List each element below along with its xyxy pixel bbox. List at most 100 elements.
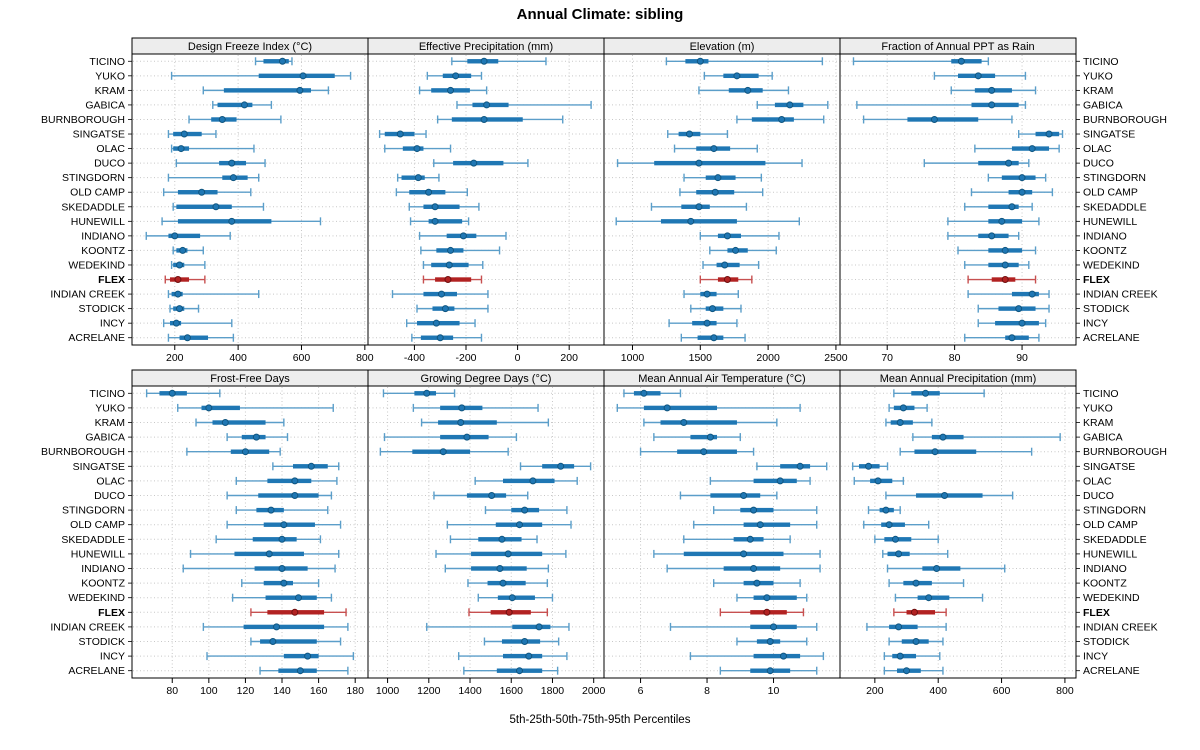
median-dot bbox=[933, 565, 941, 572]
station-label-stodick: STODICK bbox=[79, 303, 125, 315]
interval-olac bbox=[853, 476, 905, 485]
bar-25-75 bbox=[906, 610, 936, 615]
median-dot bbox=[706, 433, 714, 441]
station-label-olac: OLAC bbox=[96, 475, 125, 487]
bar-25-75 bbox=[995, 320, 1039, 326]
median-dot bbox=[710, 334, 718, 342]
x-axis: -400 -200 0 200 bbox=[404, 345, 578, 364]
bar-25-75 bbox=[217, 102, 253, 108]
median-dot bbox=[267, 506, 275, 514]
interval-flex bbox=[699, 275, 753, 284]
median-dot bbox=[1005, 159, 1013, 167]
interval-yuko bbox=[933, 71, 1027, 80]
interval-ticino bbox=[852, 57, 990, 66]
median-dot bbox=[903, 667, 911, 675]
x-tick-label: 8 bbox=[704, 685, 710, 697]
median-dot bbox=[183, 334, 191, 342]
median-dot bbox=[508, 594, 516, 602]
median-dot bbox=[299, 72, 307, 80]
x-axis: 1000 1200 1400 1600 1800 2000 bbox=[376, 678, 606, 697]
median-dot bbox=[744, 86, 752, 94]
interval-singatse bbox=[1017, 130, 1064, 139]
interval-flex bbox=[468, 608, 549, 617]
median-dot bbox=[703, 290, 711, 298]
median-dot bbox=[432, 319, 440, 327]
median-dot bbox=[488, 492, 496, 499]
interval-singatse bbox=[667, 130, 729, 139]
station-label-gabica: GABICA bbox=[85, 432, 125, 444]
median-dot bbox=[740, 492, 748, 499]
interval-stodick bbox=[416, 304, 489, 313]
median-dot bbox=[291, 492, 299, 499]
median-dot bbox=[498, 535, 506, 543]
station-label-indiano: INDIANO bbox=[1083, 230, 1127, 242]
interval-acrelane bbox=[680, 333, 746, 342]
x-tick-label: 800 bbox=[1056, 685, 1074, 697]
panel-body bbox=[131, 53, 369, 346]
x-axis: 80 100 120 140 160 180 bbox=[166, 678, 364, 697]
station-label-gabica: GABICA bbox=[1083, 432, 1123, 444]
station-label-ticino: TICINO bbox=[1083, 56, 1119, 68]
median-dot bbox=[1018, 188, 1026, 196]
bar-25-75 bbox=[453, 160, 504, 166]
interval-incy bbox=[668, 319, 738, 328]
station-label-wedekind: WEDEKIND bbox=[68, 592, 125, 604]
interval-skedaddle bbox=[874, 535, 939, 544]
interval-wedekind bbox=[894, 593, 984, 602]
interval-ticino bbox=[145, 389, 221, 398]
panel-body bbox=[603, 385, 841, 679]
interval-wedekind bbox=[964, 260, 1030, 269]
station-label-olac: OLAC bbox=[1083, 475, 1112, 487]
bar-25-75 bbox=[931, 434, 964, 440]
interval-singatse bbox=[167, 130, 217, 139]
interval-olac bbox=[673, 144, 758, 153]
station-label-gabica: GABICA bbox=[85, 99, 125, 111]
median-dot bbox=[700, 448, 708, 456]
panel-title: Elevation (m) bbox=[690, 41, 755, 53]
bar-25-75 bbox=[753, 653, 801, 659]
interval-burnborough bbox=[899, 447, 1033, 456]
interval-yuko bbox=[426, 71, 483, 80]
median-dot bbox=[505, 608, 513, 616]
interval-skedaddle bbox=[408, 202, 480, 211]
bar-25-75 bbox=[423, 204, 460, 209]
interval-gabica bbox=[383, 433, 518, 442]
bar-25-75 bbox=[472, 102, 509, 108]
median-dot bbox=[439, 448, 447, 456]
station-label-stingdorn: STINGDORN bbox=[1083, 172, 1146, 184]
interval-ticino bbox=[451, 57, 547, 66]
bar-25-75 bbox=[1005, 335, 1029, 340]
interval-ticino bbox=[893, 389, 985, 398]
median-dot bbox=[212, 203, 220, 211]
station-label-kram: KRAM bbox=[1083, 417, 1113, 429]
interval-kram bbox=[195, 418, 285, 427]
station-label-singatse: SINGATSE bbox=[1083, 129, 1135, 141]
median-dot bbox=[714, 174, 722, 182]
interval-burnborough bbox=[736, 115, 825, 124]
panel-body bbox=[367, 385, 605, 679]
interval-koontz bbox=[467, 579, 549, 588]
interval-flex bbox=[719, 608, 805, 617]
x-tick-label: 80 bbox=[166, 685, 178, 697]
interval-old-camp bbox=[863, 520, 930, 529]
interval-olac bbox=[474, 476, 578, 485]
median-dot bbox=[438, 290, 446, 298]
interval-yuko bbox=[888, 403, 928, 412]
bar-25-75 bbox=[660, 219, 737, 224]
bar-25-75 bbox=[907, 117, 979, 122]
station-label-olac: OLAC bbox=[1083, 143, 1112, 155]
median-dot bbox=[447, 246, 455, 254]
station-label-kram: KRAM bbox=[1083, 85, 1113, 97]
median-dot bbox=[711, 188, 719, 196]
interval-olac bbox=[235, 476, 338, 485]
x-tick-label: 70 bbox=[881, 352, 893, 364]
bar-25-75 bbox=[660, 420, 737, 425]
panel-mean-annual-air-temperature-c: 6 8 10 Mean Annual Air Temperature (°C) bbox=[603, 369, 841, 697]
interval-gabica bbox=[856, 100, 1027, 109]
median-dot bbox=[766, 638, 774, 645]
interval-hunewill bbox=[189, 549, 340, 558]
x-tick-label: 200 bbox=[166, 352, 184, 364]
median-dot bbox=[273, 623, 281, 631]
bar-25-75 bbox=[503, 478, 555, 484]
median-dot bbox=[480, 57, 488, 65]
